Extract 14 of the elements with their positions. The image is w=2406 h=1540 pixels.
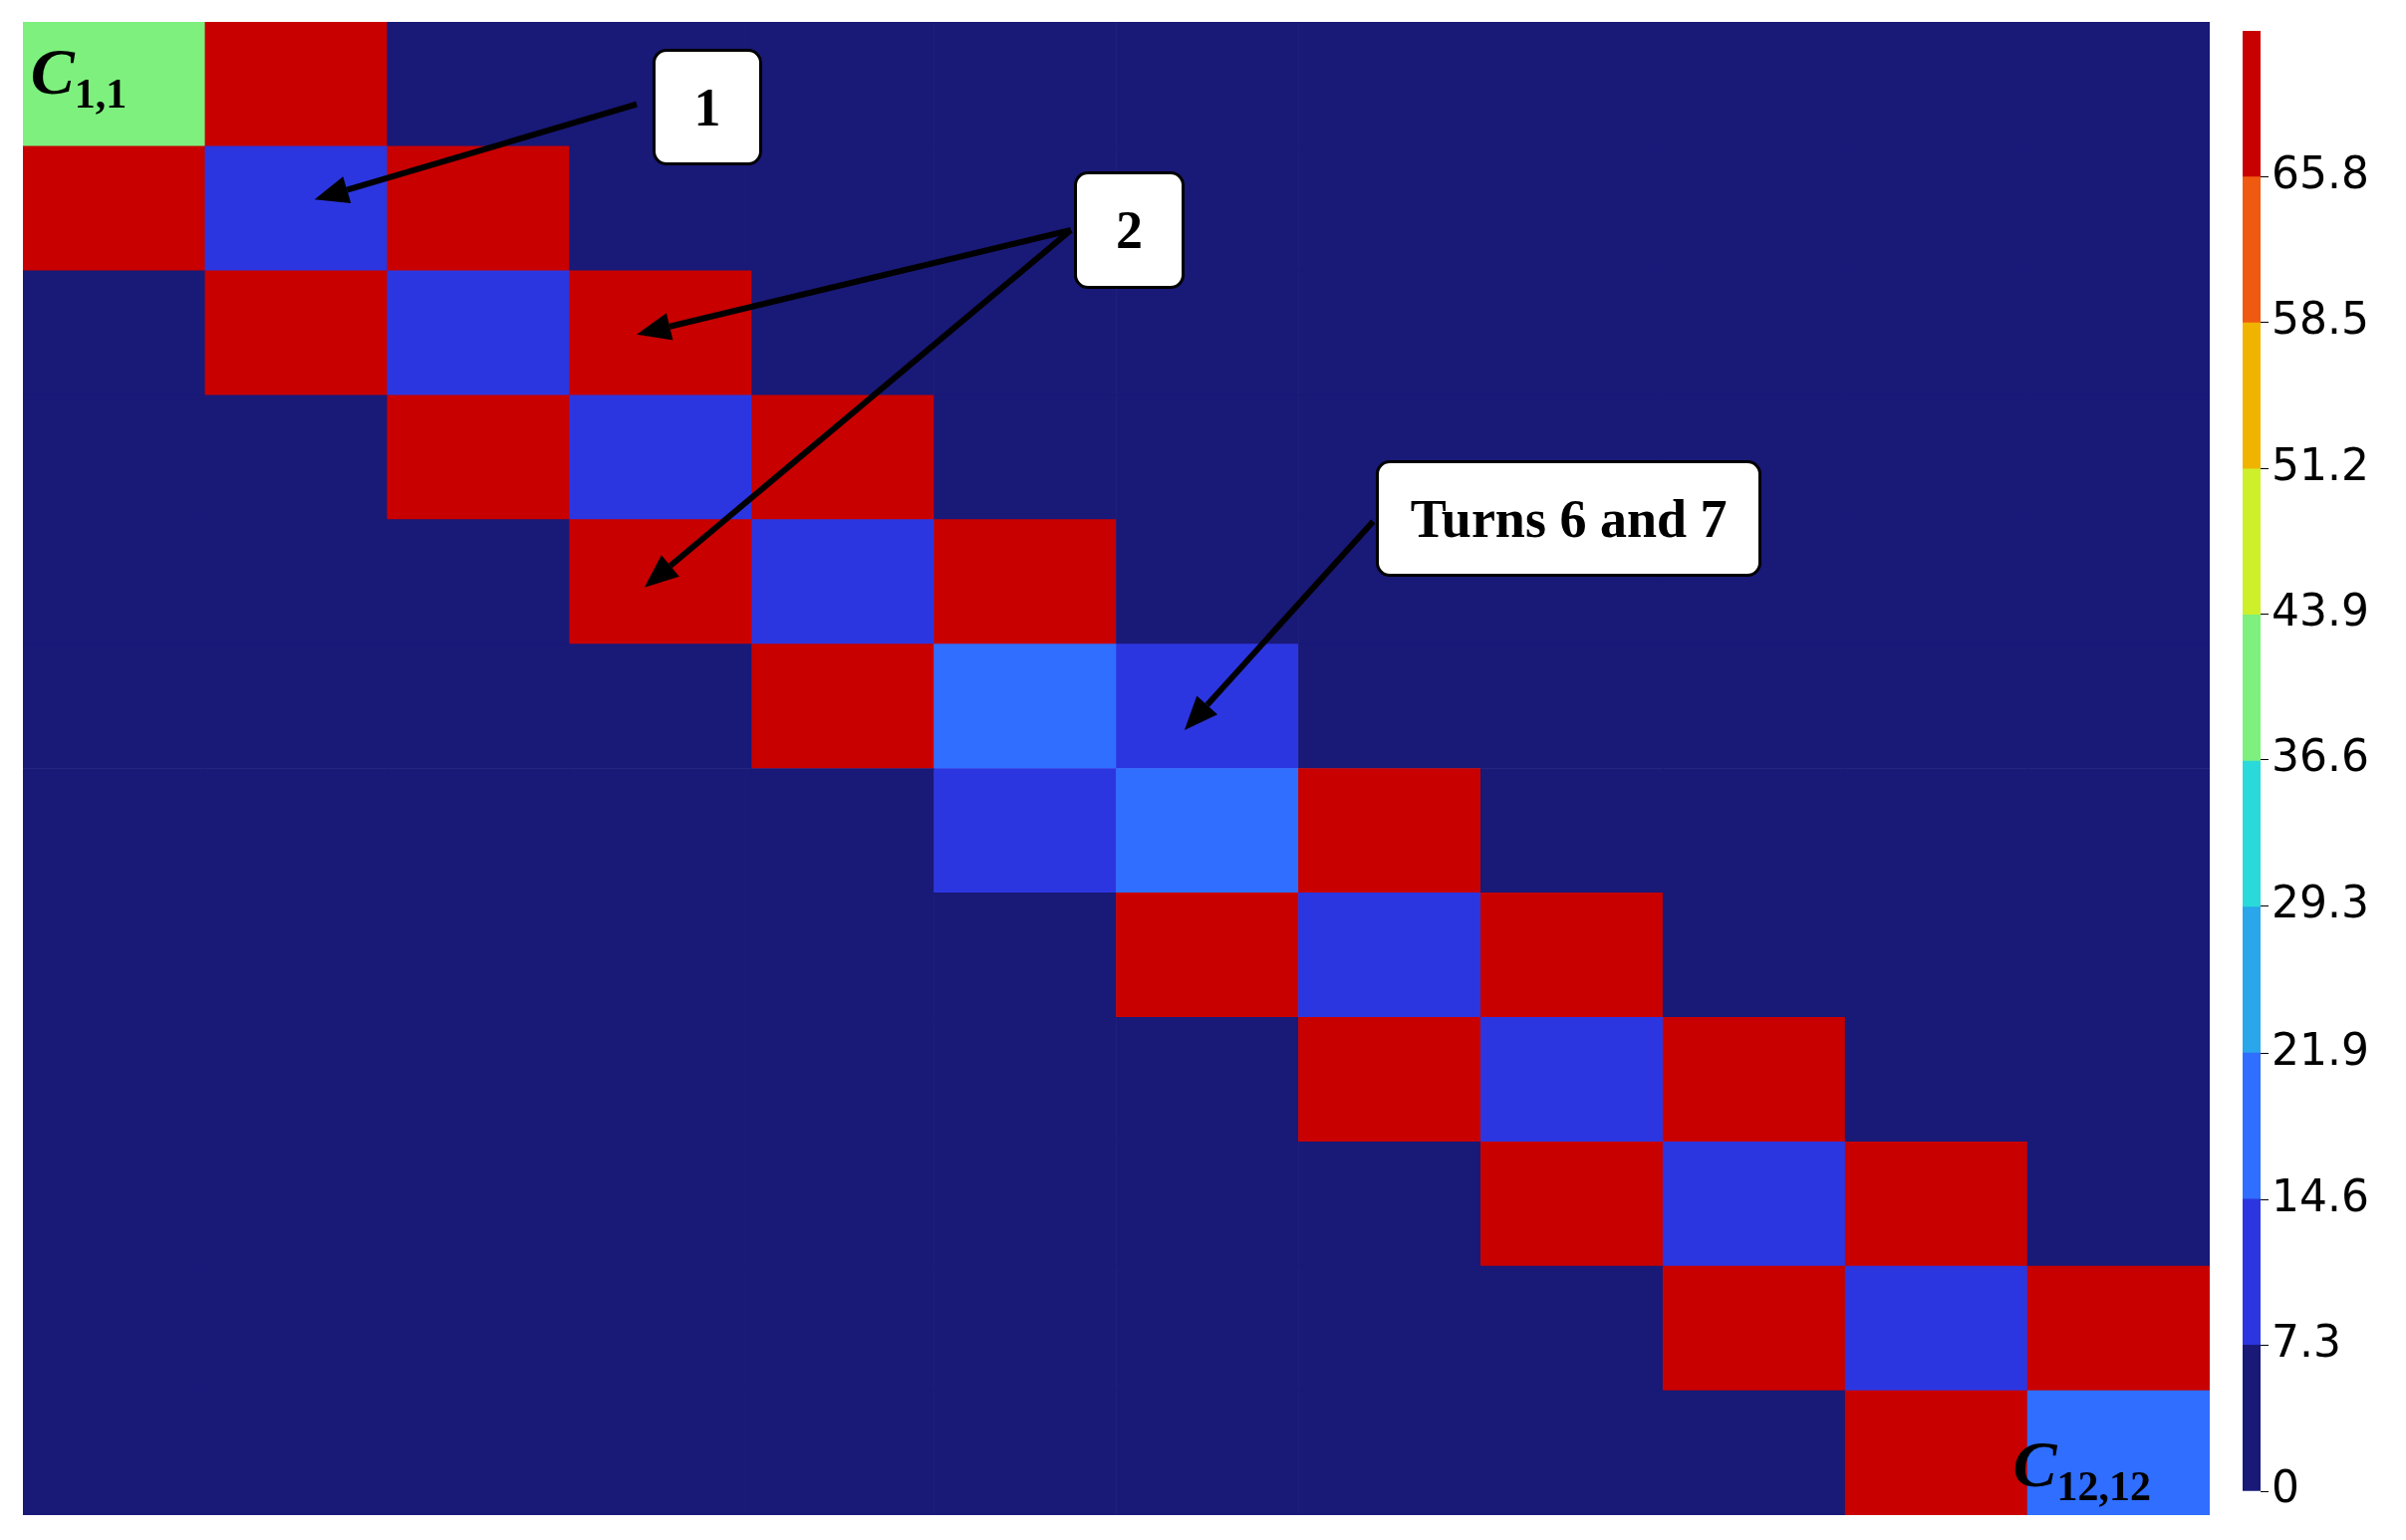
annotation: 2 <box>1074 171 1185 289</box>
color-bar-label: 0 <box>2272 1461 2299 1513</box>
color-bar-label: 51.2 <box>2272 438 2369 490</box>
annotation: C$_{1,1}$ <box>30 33 128 119</box>
color-bar-label: 21.9 <box>2272 1024 2369 1076</box>
color-bar-label: 58.5 <box>2272 293 2369 345</box>
color-bar-label: 7.3 <box>2272 1316 2341 1368</box>
color-bar-label: 36.6 <box>2272 730 2369 782</box>
annotation: 1 <box>652 49 763 166</box>
annotation: Turns 6 and 7 <box>1376 460 1761 578</box>
color-bar-label: 43.9 <box>2272 585 2369 637</box>
color-bar-label: 65.8 <box>2272 146 2369 198</box>
color-bar-label: 29.3 <box>2272 876 2369 927</box>
color-bar-label: 14.6 <box>2272 1169 2369 1221</box>
